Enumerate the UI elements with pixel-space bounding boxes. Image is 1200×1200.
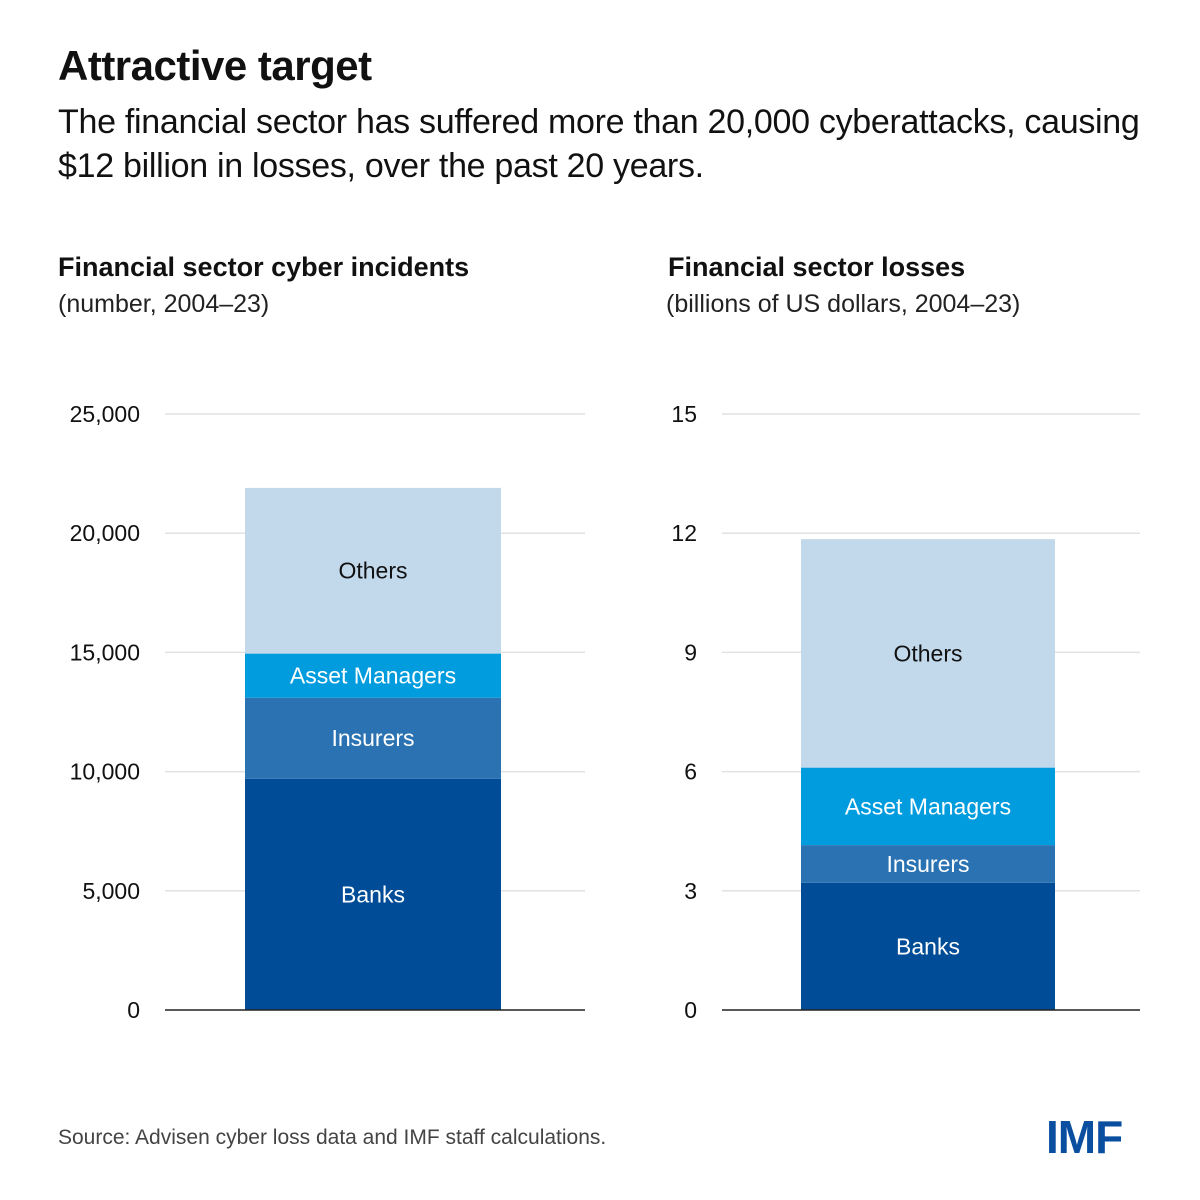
y-tick-label: 6 [684, 759, 697, 785]
chart-title-incidents: Financial sector cyber incidents [58, 252, 470, 282]
y-tick-label: 9 [684, 639, 697, 665]
segment-label: Asset Managers [290, 663, 456, 689]
segment-label: Insurers [331, 725, 414, 751]
bar-segment-others [245, 487, 501, 654]
chart-subtitle-incidents: (number, 2004–23) [58, 290, 270, 318]
source-note: Source: Advisen cyber loss data and IMF … [58, 1126, 607, 1149]
y-tick-label: 0 [684, 997, 697, 1023]
y-tick-label: 10,000 [70, 759, 140, 785]
segment-label: Others [338, 558, 407, 584]
page-title: Attractive target [58, 42, 372, 89]
chart-subtitle-losses: (billions of US dollars, 2004–23) [666, 290, 1021, 318]
y-tick-label: 12 [671, 520, 697, 546]
page-subtitle: The financial sector has suffered more t… [58, 103, 1140, 185]
y-tick-label: 5,000 [82, 878, 140, 904]
segment-label: Banks [341, 881, 405, 907]
y-tick-label: 0 [127, 997, 140, 1023]
segment-label: Banks [896, 933, 960, 959]
bar-segment-banks [245, 778, 501, 1010]
y-tick-label: 25,000 [70, 401, 140, 427]
segment-label: Others [893, 640, 962, 666]
y-tick-label: 3 [684, 878, 697, 904]
bar-segment-asset-managers [245, 653, 501, 698]
segment-label: Insurers [886, 851, 969, 877]
segment-label: Asset Managers [845, 793, 1011, 819]
bar-segment-asset-managers [801, 767, 1055, 846]
bar-segment-banks [801, 882, 1055, 1010]
y-tick-label: 15 [671, 401, 697, 427]
imf-logo: IMF [1046, 1111, 1123, 1163]
bar-segment-others [801, 539, 1055, 768]
y-tick-label: 20,000 [70, 520, 140, 546]
y-tick-label: 15,000 [70, 639, 140, 665]
bar-segment-insurers [245, 697, 501, 779]
bar-segment-insurers [801, 845, 1055, 883]
chart-title-losses: Financial sector losses [668, 252, 966, 282]
